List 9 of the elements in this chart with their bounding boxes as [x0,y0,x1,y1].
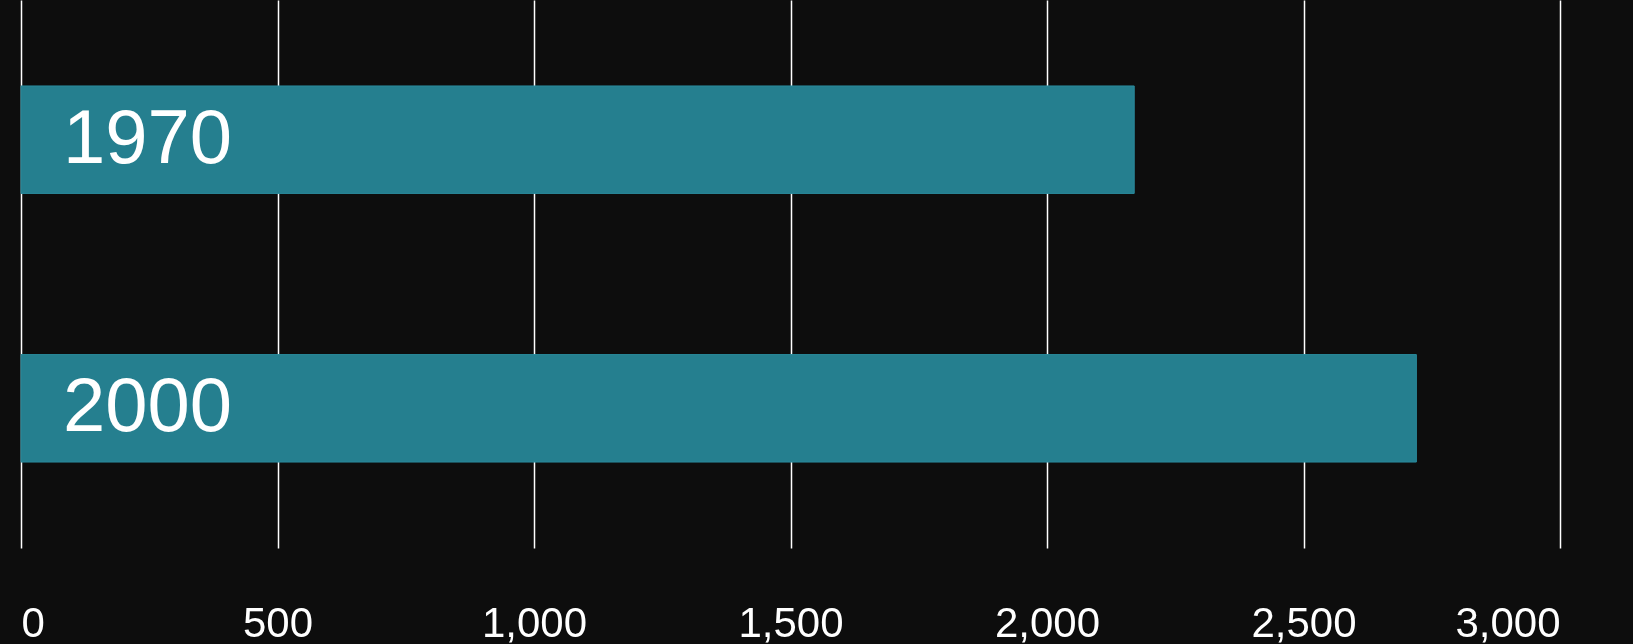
x-tick-label: 3,000 [1455,598,1561,644]
y-tick-label: 1970 [63,93,233,179]
x-tick-label: 1,000 [481,598,588,644]
y-tick-label: 2000 [63,362,233,448]
x-tick-label: 1,500 [738,598,844,644]
x-tick-label: 2,500 [1251,598,1357,644]
x-tick-label: 0 [21,598,45,644]
x-tick-label: 500 [242,598,314,644]
x-tick-label: 2,000 [994,598,1101,644]
